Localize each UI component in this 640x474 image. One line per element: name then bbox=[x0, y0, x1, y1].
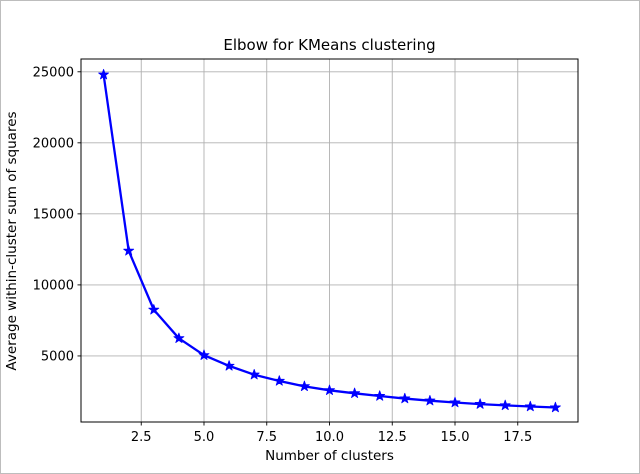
x-tick-label: 17.5 bbox=[503, 430, 532, 445]
y-tick-label: 20000 bbox=[33, 136, 74, 151]
data-point-marker bbox=[449, 396, 461, 408]
data-point-marker bbox=[148, 304, 160, 315]
y-tick-label: 15000 bbox=[33, 207, 74, 222]
data-point-marker bbox=[273, 375, 285, 386]
y-tick-label: 10000 bbox=[33, 278, 74, 293]
data-point-marker bbox=[223, 360, 235, 371]
data-point-marker bbox=[98, 68, 110, 80]
x-tick-label: 12.5 bbox=[378, 430, 407, 445]
x-tick-label: 7.5 bbox=[256, 430, 277, 445]
chart-title: Elbow for KMeans clustering bbox=[223, 36, 436, 54]
data-point-marker bbox=[549, 401, 561, 413]
data-point-marker bbox=[198, 349, 210, 360]
data-point-marker bbox=[424, 394, 436, 406]
data-point-marker bbox=[524, 400, 536, 412]
x-tick-label: 5.0 bbox=[194, 430, 215, 445]
data-point-marker bbox=[324, 384, 335, 396]
data-point-marker bbox=[474, 398, 486, 409]
data-point-marker bbox=[123, 245, 135, 256]
data-point-marker bbox=[374, 390, 386, 401]
data-point-marker bbox=[349, 387, 361, 398]
y-tick-label: 5000 bbox=[41, 349, 74, 364]
x-tick-label: 15.0 bbox=[441, 430, 470, 445]
data-point-marker bbox=[399, 392, 411, 404]
y-tick-label: 25000 bbox=[33, 65, 74, 80]
data-point-marker bbox=[298, 380, 310, 392]
x-tick-label: 2.5 bbox=[131, 430, 152, 445]
y-axis-label: Average within-cluster sum of squares bbox=[4, 111, 20, 371]
data-point-marker bbox=[248, 368, 260, 380]
x-axis-label: Number of clusters bbox=[265, 448, 394, 464]
data-point-marker bbox=[499, 399, 511, 411]
data-point-marker bbox=[173, 332, 185, 344]
x-tick-label: 10.0 bbox=[315, 430, 344, 445]
